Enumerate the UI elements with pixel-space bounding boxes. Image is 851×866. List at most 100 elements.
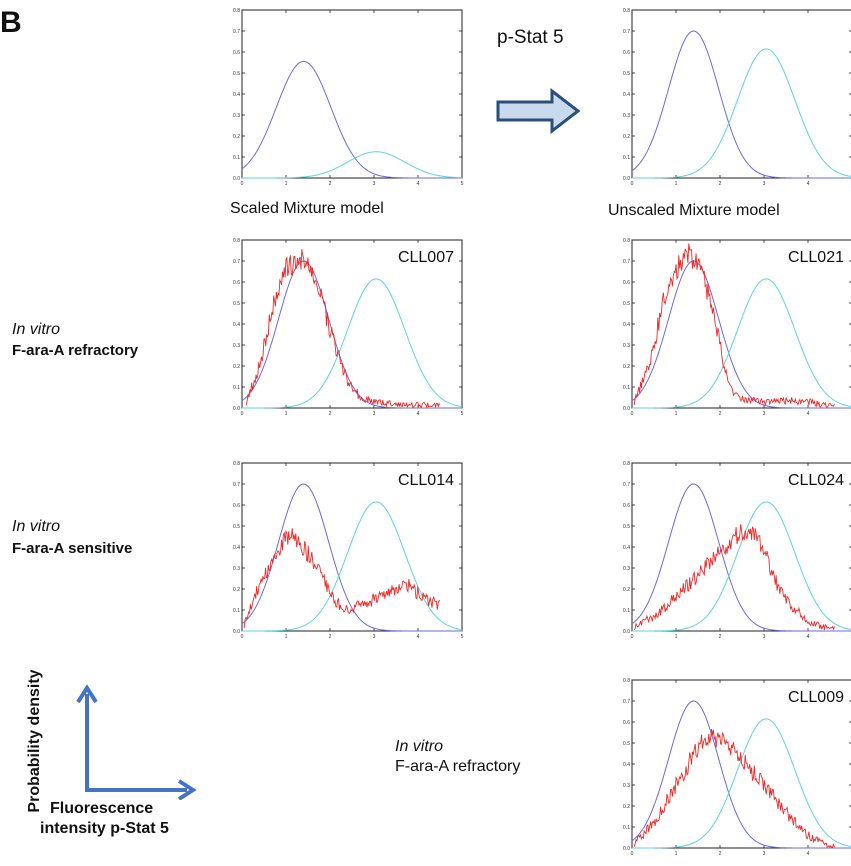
plot-frame [241,239,463,409]
x-tick-label: 0 [631,634,634,640]
group-label-2-text: F-ara-A sensitive [12,540,133,557]
x-tick-label: 1 [675,411,678,417]
y-tick-label: 0.1 [233,155,240,161]
gaussian-component-2 [632,48,851,179]
x-tick-label: 5 [461,181,464,187]
y-tick-label: 0.4 [623,762,630,768]
x-tick-label: 4 [417,181,420,187]
y-tick-label: 0.7 [623,482,630,488]
x-tick-label: 4 [807,634,810,640]
y-tick-label: 0.0 [233,629,240,635]
plot-frame [241,462,463,632]
y-tick-label: 0.6 [623,503,630,509]
gaussian-component-1 [631,700,851,849]
x-tick-label: 2 [329,634,332,640]
y-tick-label: 0.8 [623,238,630,244]
gaussian-component-2 [242,501,463,632]
y-tick-label: 0.1 [623,608,630,614]
y-tick-label: 0.2 [233,364,240,370]
plot-frame [241,9,463,179]
y-tick-label: 0.3 [623,113,630,119]
chart-cll014: 0.0 0.1 0.2 0.3 0.4 0.5 0.6 0.7 0.8 0 1 2 3 4 5 CLL014 [233,461,464,640]
y-tick-label: 0.2 [233,587,240,593]
x-tick-label: 2 [719,411,722,417]
x-tick-label: 0 [241,411,244,417]
y-tick-label: 0.0 [623,846,630,852]
x-tick-label: 4 [807,411,810,417]
y-tick-label: 0.7 [623,29,630,35]
y-tick-label: 0.5 [623,741,630,747]
y-tick-label: 0.1 [623,385,630,391]
y-tick-label: 0.5 [623,301,630,307]
y-tick-label: 0.3 [233,113,240,119]
sample-label: CLL021 [788,249,844,266]
y-tick-label: 0.7 [233,482,240,488]
y-tick-label: 0.8 [623,461,630,467]
plot-frame [631,462,851,632]
chart-cll009: 0.00.10.20.30.40.50.60.70.8012345CLL009 [623,678,851,857]
y-tick-label: 0.0 [623,406,630,412]
y-tick-label: 0.5 [233,71,240,77]
sample-histogram [633,524,835,631]
y-tick-label: 0.3 [233,566,240,572]
sample-histogram [633,243,835,408]
arrow-label: p-Stat 5 [497,27,564,48]
x-tick-label: 2 [719,851,722,857]
sample-histogram [245,249,441,410]
y-tick-label: 0.7 [623,699,630,705]
right-arrow-icon [496,88,581,134]
group-label-1-text: F-ara-A refractory [12,342,139,359]
y-tick-label: 0.3 [623,783,630,789]
gaussian-component-1 [631,30,851,179]
y-tick-label: 0.8 [623,8,630,14]
plot-frame [631,9,851,179]
unscaled-model-label: Unscaled Mixture model [608,202,780,219]
y-tick-label: 0.0 [623,629,630,635]
y-tick-label: 0.6 [233,280,240,286]
y-tick-label: 0.7 [623,259,630,265]
y-tick-label: 0.3 [233,343,240,349]
x-tick-label: 1 [675,634,678,640]
y-tick-label: 0.5 [233,524,240,530]
y-tick-label: 0.1 [623,825,630,831]
gaussian-component-1 [241,60,462,179]
x-tick-label: 3 [763,851,766,857]
gaussian-component-1 [631,260,851,409]
gaussian-component-2 [242,278,463,409]
y-tick-label: 0.8 [233,461,240,467]
group-label-3-italic: In vitro [395,738,444,755]
gaussian-component-2 [242,151,463,179]
x-tick-label: 1 [675,181,678,187]
plot-frame [631,239,851,409]
x-tick-label: 0 [631,851,634,857]
x-tick-label: 1 [285,181,288,187]
x-tick-label: 4 [807,181,810,187]
panel-letter: B [0,6,22,39]
y-tick-label: 0.2 [623,134,630,140]
gaussian-component-2 [632,501,851,632]
y-tick-label: 0.1 [233,608,240,614]
y-tick-label: 0.5 [233,301,240,307]
axis-legend-xlabel-1: Fluorescence [50,800,154,817]
y-tick-label: 0.6 [623,50,630,56]
x-tick-label: 2 [719,634,722,640]
axis-legend-xlabel-2: intensity p-Stat 5 [40,820,169,837]
y-tick-label: 0.4 [233,322,240,328]
y-tick-label: 0.5 [623,71,630,77]
x-tick-label: 1 [285,411,288,417]
y-tick-label: 0.2 [233,134,240,140]
chart-cll007: 0.0 0.1 0.2 0.3 0.4 0.5 0.6 0.7 0.8 0 1 2 3 4 5 CLL007 [233,238,464,417]
y-tick-label: 0.4 [623,92,630,98]
sample-histogram [633,728,835,849]
y-tick-label: 0.1 [623,155,630,161]
chart-cll024: 0.00.10.20.30.40.50.60.70.8012345CLL024 [623,461,851,640]
y-tick-label: 0.8 [233,8,240,14]
y-tick-label: 0.7 [233,259,240,265]
sample-label: CLL009 [788,689,844,706]
y-tick-label: 0.6 [623,720,630,726]
x-tick-label: 0 [631,181,634,187]
y-tick-label: 0.2 [623,364,630,370]
y-tick-label: 0.0 [233,406,240,412]
sample-label: CLL007 [398,249,454,266]
